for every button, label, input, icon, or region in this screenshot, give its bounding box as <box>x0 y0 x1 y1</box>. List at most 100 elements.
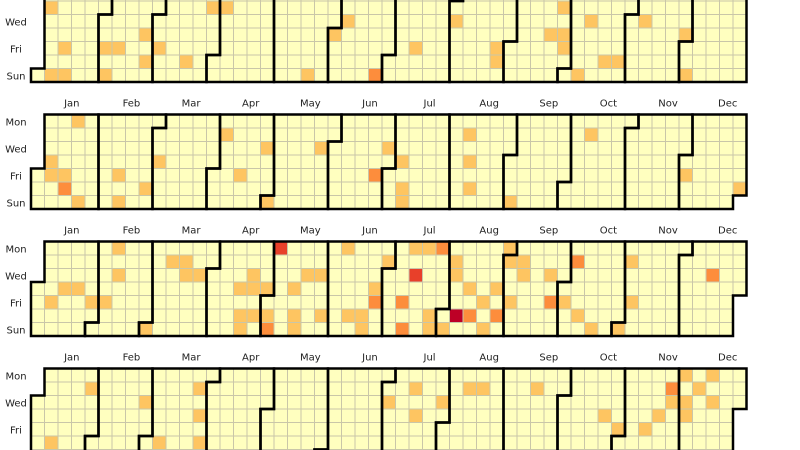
day-cell[interactable] <box>638 127 653 142</box>
day-cell[interactable] <box>57 54 72 69</box>
day-cell[interactable] <box>287 368 302 383</box>
day-cell[interactable] <box>368 241 383 256</box>
day-cell[interactable] <box>381 127 396 142</box>
day-cell[interactable] <box>327 54 342 69</box>
day-cell[interactable] <box>179 68 194 83</box>
day-cell[interactable] <box>341 395 356 410</box>
day-cell[interactable] <box>179 308 194 323</box>
day-cell[interactable] <box>192 295 207 310</box>
day-cell[interactable] <box>719 41 734 56</box>
day-cell[interactable] <box>462 195 477 210</box>
day-cell[interactable] <box>557 422 572 437</box>
day-cell[interactable] <box>179 114 194 129</box>
day-cell[interactable] <box>692 308 707 323</box>
day-cell[interactable] <box>665 195 680 210</box>
day-cell[interactable] <box>435 241 450 256</box>
day-cell[interactable] <box>300 195 315 210</box>
day-cell[interactable] <box>44 127 59 142</box>
day-cell[interactable] <box>57 154 72 169</box>
day-cell[interactable] <box>665 127 680 142</box>
day-cell[interactable] <box>638 41 653 56</box>
day-cell[interactable] <box>30 408 45 423</box>
day-cell[interactable] <box>530 27 545 42</box>
day-cell[interactable] <box>152 308 167 323</box>
day-cell[interactable] <box>354 41 369 56</box>
day-cell[interactable] <box>678 181 693 196</box>
day-cell[interactable] <box>233 281 248 296</box>
day-cell[interactable] <box>503 408 518 423</box>
day-cell[interactable] <box>516 181 531 196</box>
day-cell[interactable] <box>503 381 518 396</box>
day-cell[interactable] <box>192 395 207 410</box>
day-cell[interactable] <box>611 422 626 437</box>
day-cell[interactable] <box>314 168 329 183</box>
day-cell[interactable] <box>341 408 356 423</box>
day-cell[interactable] <box>489 195 504 210</box>
day-cell[interactable] <box>84 241 99 256</box>
day-cell[interactable] <box>314 27 329 42</box>
day-cell[interactable] <box>516 195 531 210</box>
day-cell[interactable] <box>57 195 72 210</box>
day-cell[interactable] <box>138 0 153 15</box>
day-cell[interactable] <box>219 322 234 337</box>
day-cell[interactable] <box>422 254 437 269</box>
day-cell[interactable] <box>219 295 234 310</box>
day-cell[interactable] <box>368 408 383 423</box>
day-cell[interactable] <box>381 281 396 296</box>
day-cell[interactable] <box>314 422 329 437</box>
day-cell[interactable] <box>57 14 72 29</box>
day-cell[interactable] <box>71 41 86 56</box>
day-cell[interactable] <box>435 381 450 396</box>
day-cell[interactable] <box>246 368 261 383</box>
day-cell[interactable] <box>125 295 140 310</box>
day-cell[interactable] <box>206 195 221 210</box>
day-cell[interactable] <box>368 395 383 410</box>
day-cell[interactable] <box>611 141 626 156</box>
day-cell[interactable] <box>449 141 464 156</box>
day-cell[interactable] <box>570 195 585 210</box>
day-cell[interactable] <box>381 381 396 396</box>
day-cell[interactable] <box>543 154 558 169</box>
day-cell[interactable] <box>152 27 167 42</box>
day-cell[interactable] <box>503 54 518 69</box>
day-cell[interactable] <box>503 435 518 450</box>
day-cell[interactable] <box>719 254 734 269</box>
day-cell[interactable] <box>165 408 180 423</box>
day-cell[interactable] <box>422 0 437 15</box>
day-cell[interactable] <box>665 141 680 156</box>
day-cell[interactable] <box>84 141 99 156</box>
day-cell[interactable] <box>449 68 464 83</box>
day-cell[interactable] <box>165 27 180 42</box>
day-cell[interactable] <box>165 422 180 437</box>
day-cell[interactable] <box>530 127 545 142</box>
day-cell[interactable] <box>557 181 572 196</box>
day-cell[interactable] <box>57 241 72 256</box>
day-cell[interactable] <box>422 154 437 169</box>
day-cell[interactable] <box>314 154 329 169</box>
day-cell[interactable] <box>678 0 693 15</box>
day-cell[interactable] <box>543 141 558 156</box>
day-cell[interactable] <box>530 241 545 256</box>
day-cell[interactable] <box>489 295 504 310</box>
day-cell[interactable] <box>557 268 572 283</box>
day-cell[interactable] <box>597 154 612 169</box>
day-cell[interactable] <box>354 408 369 423</box>
day-cell[interactable] <box>381 408 396 423</box>
day-cell[interactable] <box>395 308 410 323</box>
day-cell[interactable] <box>489 54 504 69</box>
day-cell[interactable] <box>233 68 248 83</box>
day-cell[interactable] <box>543 54 558 69</box>
day-cell[interactable] <box>260 308 275 323</box>
day-cell[interactable] <box>624 41 639 56</box>
day-cell[interactable] <box>138 281 153 296</box>
day-cell[interactable] <box>530 68 545 83</box>
day-cell[interactable] <box>125 408 140 423</box>
day-cell[interactable] <box>192 114 207 129</box>
day-cell[interactable] <box>71 168 86 183</box>
day-cell[interactable] <box>705 241 720 256</box>
day-cell[interactable] <box>192 422 207 437</box>
day-cell[interactable] <box>651 141 666 156</box>
day-cell[interactable] <box>300 14 315 29</box>
day-cell[interactable] <box>665 422 680 437</box>
day-cell[interactable] <box>449 268 464 283</box>
